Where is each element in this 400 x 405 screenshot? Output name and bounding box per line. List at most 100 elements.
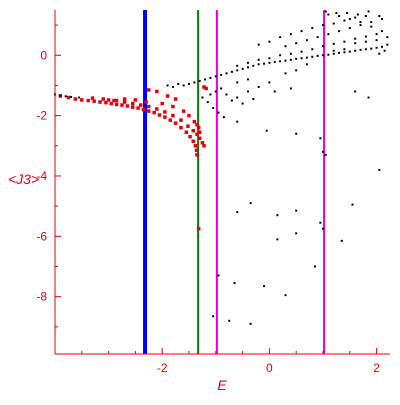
data-point-black-88 — [324, 10, 327, 13]
data-point-red-42 — [197, 136, 202, 140]
data-point-black-110 — [241, 102, 244, 105]
data-point-black-131 — [319, 137, 322, 140]
data-point-red-44 — [202, 144, 206, 148]
data-point-black-47 — [236, 64, 239, 67]
data-point-black-13 — [204, 78, 207, 81]
data-point-black-30 — [295, 57, 298, 60]
data-point-black-149 — [284, 294, 287, 297]
data-point-red-45 — [90, 96, 95, 100]
data-point-black-44 — [370, 47, 373, 50]
data-point-red-50 — [144, 100, 148, 104]
data-point-black-146 — [217, 274, 220, 277]
data-point-black-126 — [289, 87, 292, 90]
data-point-black-104 — [225, 93, 228, 96]
data-point-black-67 — [348, 27, 351, 30]
data-point-black-152 — [249, 322, 252, 325]
data-point-black-49 — [257, 58, 260, 61]
data-point-black-64 — [316, 36, 319, 39]
data-point-black-138 — [295, 209, 298, 212]
data-point-black-86 — [383, 49, 386, 52]
data-point-red-36 — [163, 110, 167, 114]
data-point-red-25 — [191, 139, 196, 144]
data-point-black-25 — [268, 61, 271, 64]
data-point-black-26 — [273, 60, 276, 63]
data-point-black-5 — [78, 96, 81, 99]
data-point-black-84 — [386, 36, 389, 39]
data-point-red-22 — [179, 125, 183, 130]
data-point-red-39 — [186, 124, 190, 128]
data-point-black-66 — [338, 30, 341, 33]
data-point-black-6 — [166, 84, 169, 87]
axes-layer: -2 0 2 0 -2 -4 -6 -8 — [36, 10, 390, 375]
data-point-red-34 — [147, 104, 151, 109]
data-point-black-114 — [246, 78, 249, 81]
data-point-black-148 — [263, 285, 266, 288]
data-point-black-76 — [354, 16, 357, 19]
data-point-red-41 — [195, 132, 199, 137]
data-point-black-33 — [311, 55, 314, 58]
data-point-black-97 — [257, 43, 260, 46]
data-point-black-141 — [351, 203, 354, 206]
data-point-black-78 — [327, 13, 330, 16]
data-point-black-22 — [252, 64, 255, 67]
data-point-black-11 — [193, 81, 196, 84]
data-point-red-63 — [202, 85, 206, 89]
data-point-black-57 — [343, 40, 346, 43]
data-point-black-150 — [212, 315, 215, 318]
data-point-red-20 — [168, 118, 172, 122]
data-point-red-65 — [196, 227, 201, 231]
data-point-red-29 — [106, 98, 111, 102]
data-point-red-4 — [80, 98, 84, 102]
data-point-black-46 — [380, 45, 383, 48]
data-point-black-96 — [268, 40, 271, 43]
data-point-red-47 — [112, 98, 116, 103]
data-point-black-15 — [214, 75, 217, 78]
data-point-red-30 — [114, 98, 119, 103]
data-point-red-53 — [181, 109, 186, 113]
data-point-black-101 — [343, 48, 346, 51]
data-point-black-128 — [367, 96, 370, 99]
data-point-red-12 — [125, 104, 130, 108]
data-point-black-140 — [322, 227, 324, 230]
data-point-black-60 — [375, 33, 378, 36]
data-point-red-49 — [133, 98, 138, 102]
data-point-black-70 — [380, 18, 383, 21]
data-point-black-124 — [236, 120, 239, 123]
data-point-black-89 — [335, 12, 338, 15]
data-point-black-95 — [289, 33, 292, 36]
data-point-black-4 — [70, 95, 73, 98]
data-point-black-90 — [346, 12, 349, 15]
data-points-layer — [54, 10, 389, 325]
data-point-black-62 — [295, 42, 298, 45]
data-point-red-26 — [193, 144, 198, 148]
data-point-black-145 — [313, 265, 316, 268]
data-point-black-107 — [257, 85, 260, 88]
data-point-black-40 — [348, 50, 351, 53]
data-point-red-37 — [171, 113, 175, 118]
data-point-black-36 — [327, 53, 330, 56]
data-point-red-19 — [163, 115, 167, 119]
data-point-black-19 — [236, 69, 239, 72]
data-point-black-43 — [364, 48, 367, 51]
data-point-black-77 — [364, 15, 367, 18]
data-point-black-132 — [322, 150, 324, 153]
data-point-red-7 — [98, 100, 102, 104]
data-point-black-51 — [279, 54, 282, 57]
data-point-black-106 — [246, 90, 249, 93]
data-point-black-112 — [220, 87, 223, 90]
data-point-red-62 — [173, 97, 178, 101]
data-point-black-91 — [356, 13, 359, 16]
data-point-black-38 — [338, 51, 341, 54]
data-point-black-129 — [265, 129, 268, 132]
data-point-black-144 — [340, 239, 343, 242]
data-point-red-51 — [160, 101, 164, 106]
data-point-red-52 — [171, 104, 175, 109]
data-point-red-23 — [184, 130, 189, 134]
data-point-black-109 — [230, 99, 233, 102]
data-point-red-11 — [120, 103, 124, 107]
data-point-black-119 — [201, 96, 204, 99]
data-point-black-80 — [348, 18, 351, 21]
data-point-black-87 — [378, 52, 381, 55]
